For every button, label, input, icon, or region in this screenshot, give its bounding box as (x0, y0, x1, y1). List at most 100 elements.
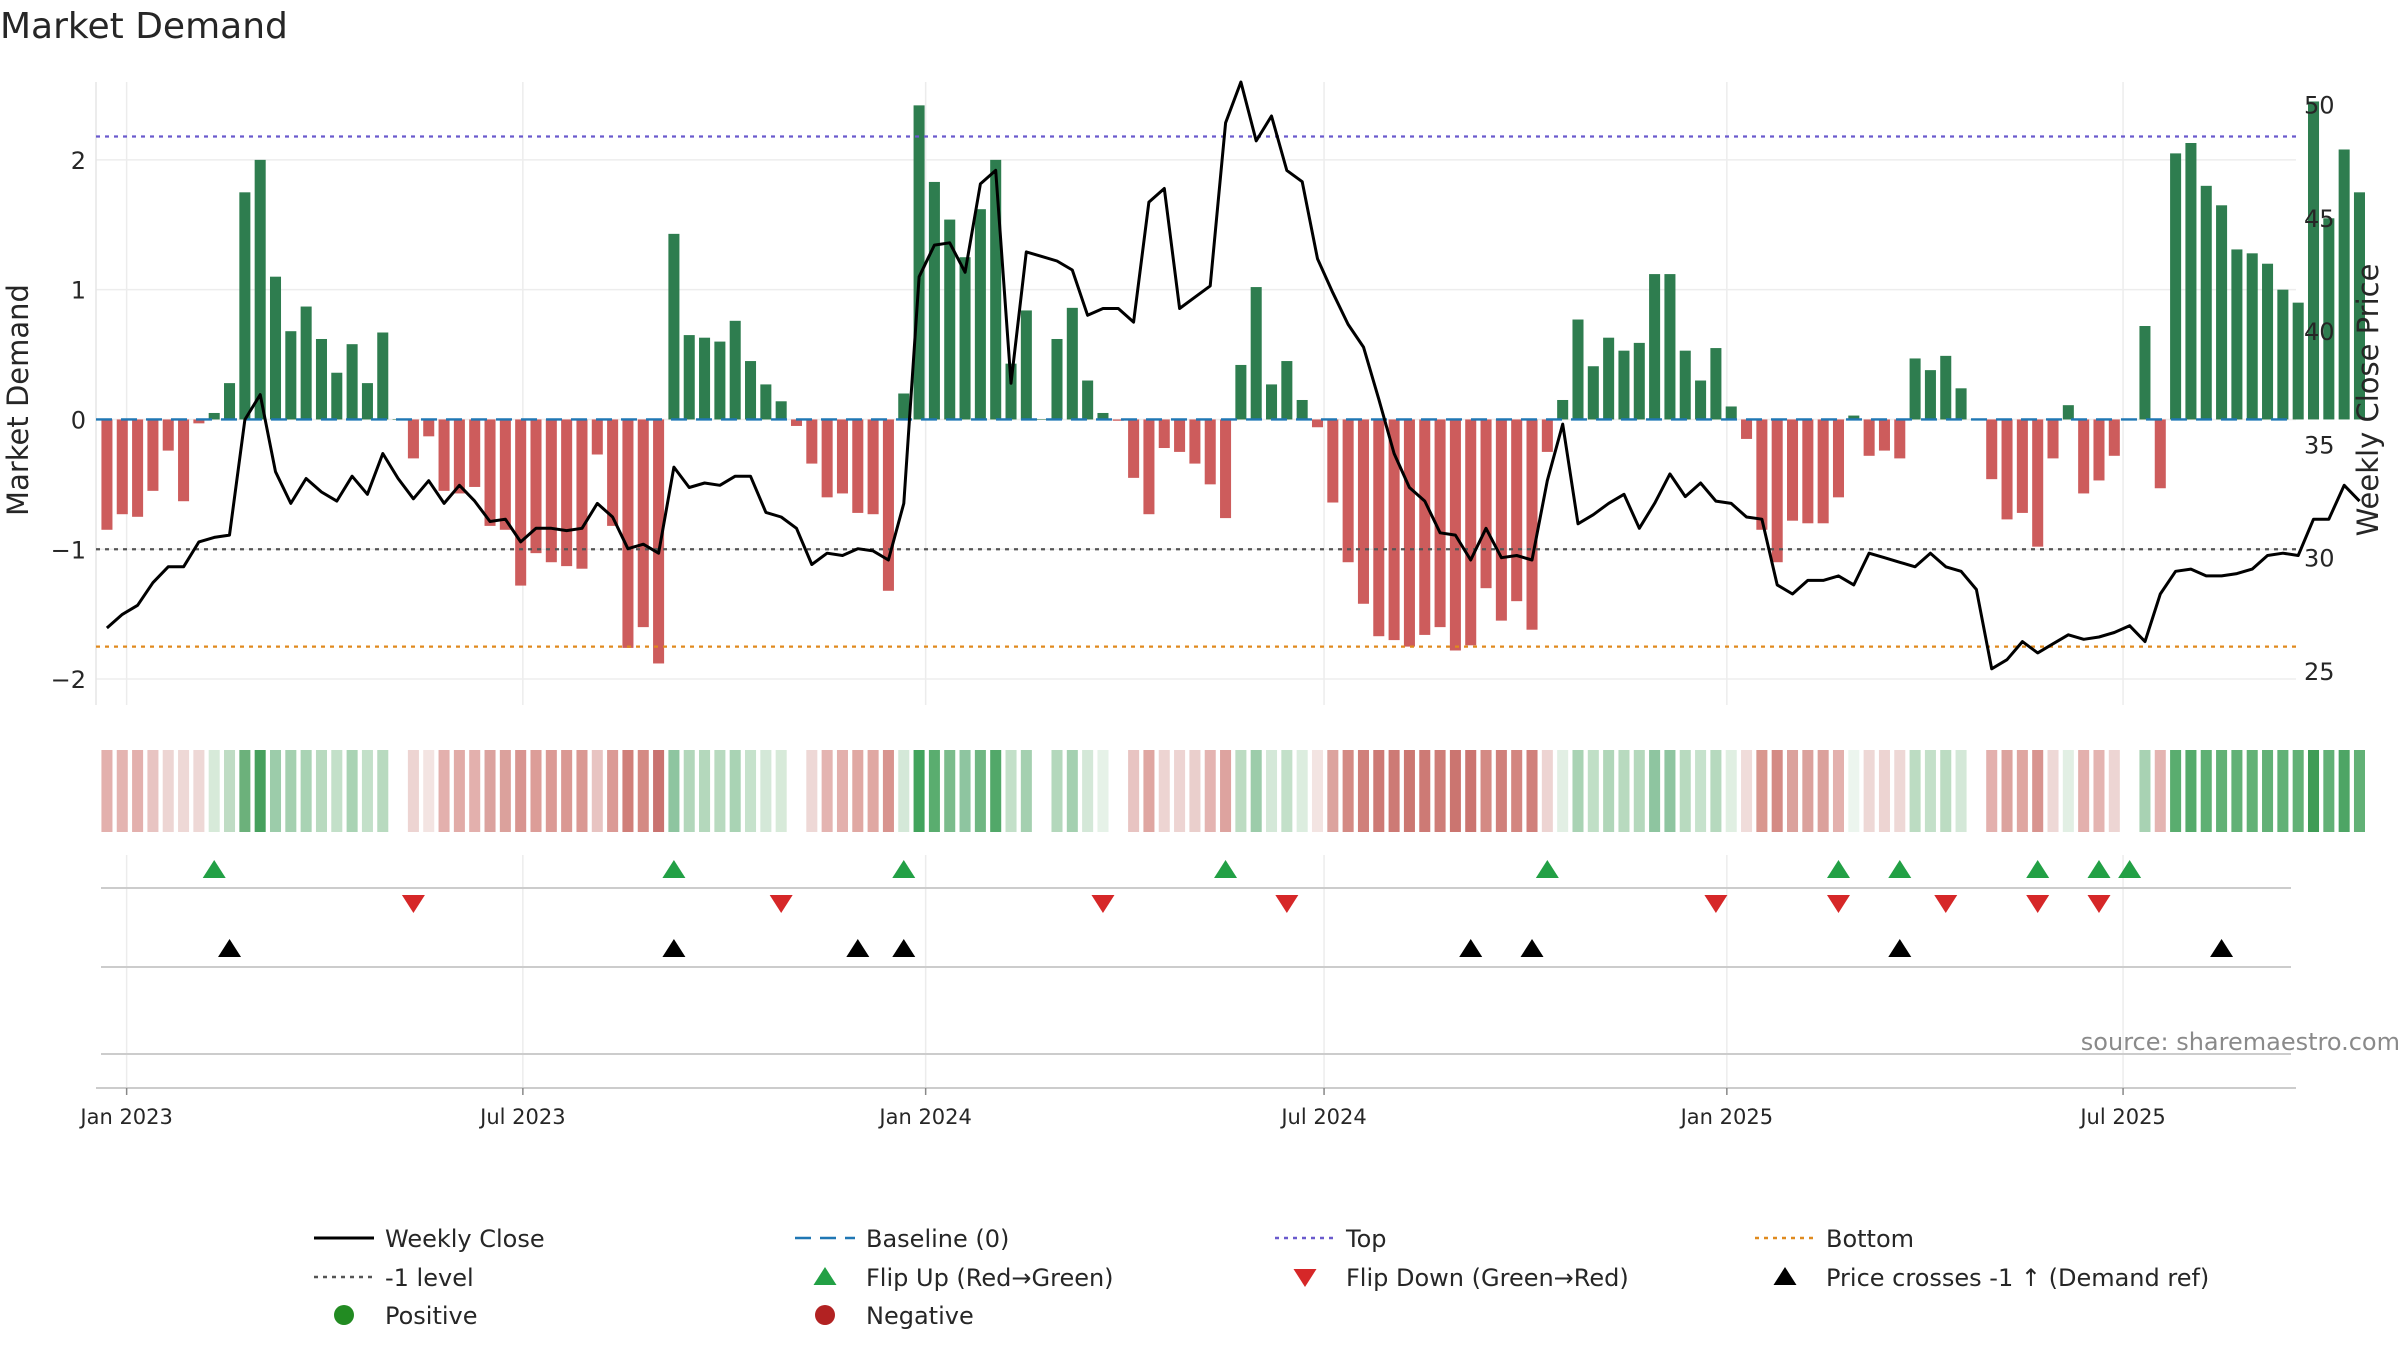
reference-lines (96, 135, 2296, 648)
demand-bar-1 (116, 419, 128, 515)
demand-bar-35 (637, 419, 649, 628)
demand-bar-45 (790, 419, 803, 426)
regime-cell-112 (1817, 750, 1829, 832)
regime-cell-95 (1557, 750, 1569, 832)
demand-bar-28 (530, 419, 542, 554)
flip-up-marker-0 (202, 860, 226, 878)
regime-cell-14 (315, 750, 327, 832)
regime-cell-101 (1649, 750, 1661, 832)
demand-bar-36 (653, 419, 665, 664)
demand-bar-12 (285, 331, 297, 420)
demand-bar-144 (2307, 101, 2320, 420)
y2-tick-label-1: 30 (2304, 545, 2335, 573)
regime-cell-53 (913, 750, 925, 832)
demand-bar-6 (193, 419, 205, 424)
regime-cell-105 (1710, 750, 1722, 832)
regime-cell-99 (1618, 750, 1630, 832)
regime-cell-18 (377, 750, 389, 832)
regime-cell-132 (2124, 750, 2136, 832)
regime-cell-94 (1541, 750, 1553, 832)
regime-cell-88 (1449, 750, 1461, 832)
regime-cell-100 (1633, 750, 1645, 832)
regime-cell-108 (1756, 750, 1768, 832)
regime-cell-54 (928, 750, 940, 832)
cross-up-marker-5 (1520, 939, 1544, 957)
regime-cell-120 (1940, 750, 1952, 832)
regime-cell-65 (1097, 750, 1109, 832)
regime-cell-32 (591, 750, 603, 832)
regime-strip (101, 750, 2365, 832)
demand-bar-40 (714, 341, 726, 420)
legend-item-6: Flip Down (Green→Red) (1293, 1264, 1629, 1292)
regime-cell-96 (1572, 750, 1584, 832)
regime-cell-61 (1036, 750, 1048, 832)
demand-bar-67 (1128, 419, 1140, 478)
demand-bar-135 (2170, 153, 2182, 420)
demand-bars (101, 101, 2365, 664)
demand-bar-116 (1878, 419, 1890, 451)
demand-bar-42 (745, 361, 757, 420)
legend-label-7: Price crosses -1 ↑ (Demand ref) (1826, 1264, 2209, 1292)
demand-bar-51 (882, 419, 894, 591)
demand-bar-78 (1296, 399, 1308, 420)
regime-cell-145 (2323, 750, 2335, 832)
y2-tick-label-3: 40 (2304, 318, 2335, 346)
regime-cell-35 (637, 750, 649, 832)
legend-item-8: Positive (334, 1302, 478, 1330)
y-tick-label-3: 1 (71, 277, 86, 305)
cross-up-marker-2 (846, 939, 870, 957)
y2-axis-label: Weekly Close Price (2351, 264, 2385, 537)
regime-cell-93 (1526, 750, 1538, 832)
flip-down-marker-5 (1826, 895, 1850, 913)
regime-cell-106 (1725, 750, 1737, 832)
legend-item-0: Weekly Close (314, 1225, 545, 1253)
demand-bar-141 (2262, 263, 2274, 420)
flip-down-marker-3 (1275, 895, 1299, 913)
demand-bar-14 (315, 338, 327, 420)
flip-up-marker-1 (662, 860, 686, 878)
regime-cell-69 (1158, 750, 1170, 832)
demand-bar-46 (806, 419, 818, 464)
demand-bar-57 (974, 209, 986, 420)
demand-bar-120 (1940, 355, 1952, 420)
regime-cell-64 (1082, 750, 1094, 832)
legend: Weekly Close Baseline (0) Top Bottom -1 leve… (314, 1225, 2209, 1330)
demand-bar-30 (561, 419, 573, 567)
regime-cell-9 (239, 750, 251, 832)
demand-bar-3 (147, 419, 159, 491)
flip-down-marker-2 (1091, 895, 1115, 913)
flip-down-marker-6 (1934, 895, 1958, 913)
demand-bar-137 (2200, 185, 2212, 420)
regime-cell-92 (1511, 750, 1523, 832)
demand-bar-71 (1189, 419, 1201, 464)
demand-bar-134 (2154, 419, 2166, 489)
demand-bar-49 (852, 419, 864, 513)
gridlines (95, 82, 2296, 1090)
regime-cell-6 (193, 750, 205, 832)
legend-label-6: Flip Down (Green→Red) (1346, 1264, 1629, 1292)
regime-cell-26 (499, 750, 511, 832)
demand-bar-96 (1572, 319, 1584, 420)
legend-symbol-6 (1293, 1269, 1317, 1287)
regime-cell-62 (1051, 750, 1063, 832)
legend-symbol-5 (813, 1267, 837, 1285)
demand-bar-110 (1787, 419, 1799, 521)
regime-cell-84 (1388, 750, 1400, 832)
x-tick-label-0: Jan 2023 (78, 1105, 173, 1129)
weekly-close-line (105, 80, 2361, 671)
demand-bar-114 (1848, 415, 1860, 420)
regime-cell-66 (1112, 750, 1124, 832)
demand-bar-140 (2246, 253, 2258, 420)
regime-cell-126 (2032, 750, 2044, 832)
regime-cell-15 (331, 750, 343, 832)
regime-cell-129 (2078, 750, 2090, 832)
demand-bar-53 (913, 105, 925, 420)
cross-up-marker-3 (892, 939, 916, 957)
demand-bar-100 (1633, 342, 1645, 420)
demand-bar-121 (1955, 388, 1967, 420)
regime-cell-91 (1495, 750, 1507, 832)
demand-bar-112 (1817, 419, 1829, 524)
regime-cell-50 (867, 750, 879, 832)
regime-cell-124 (2001, 750, 2013, 832)
demand-bar-147 (2353, 192, 2365, 420)
